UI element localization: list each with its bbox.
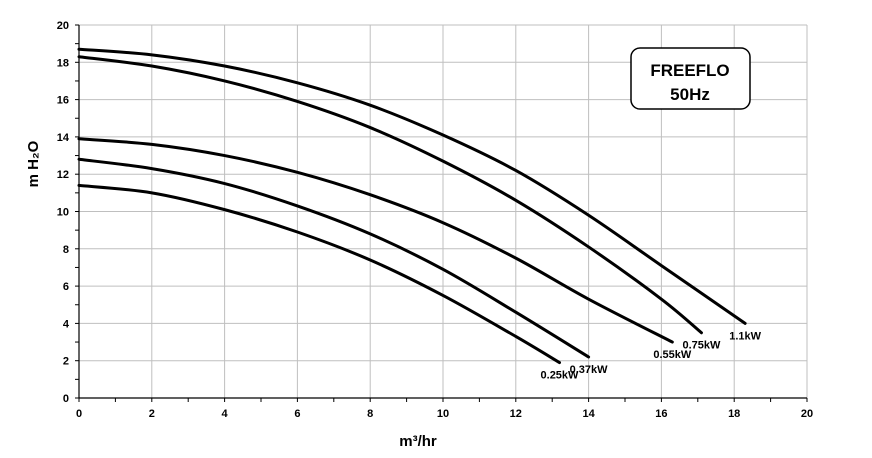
series-line-0.37kW	[77, 157, 591, 359]
series-label-0.25kW: 0.25kW	[541, 370, 580, 382]
y-tick-label: 0	[63, 393, 69, 405]
series-line-1.1kW	[77, 47, 747, 325]
x-tick-label: 4	[222, 408, 229, 420]
y-tick-label: 14	[57, 132, 70, 144]
x-tick-label: 14	[582, 408, 595, 420]
y-axis-title: m H₂O	[25, 140, 42, 187]
series-label-0.75kW: 0.75kW	[682, 340, 721, 352]
title-box: FREEFLO 50Hz	[630, 47, 751, 110]
y-tick-label: 12	[57, 169, 69, 181]
y-tick-label: 20	[57, 20, 69, 32]
x-axis-title: m³/hr	[399, 433, 437, 450]
x-tick-label: 16	[655, 408, 667, 420]
y-tick-label: 2	[63, 356, 69, 368]
series-line-0.25kW	[77, 183, 561, 365]
x-tick-label: 0	[76, 408, 82, 420]
y-tick-label: 16	[57, 95, 69, 107]
x-tick-label: 6	[294, 408, 300, 420]
y-tick-label: 18	[57, 57, 69, 69]
x-tick-label: 8	[367, 408, 373, 420]
x-tick-label: 18	[728, 408, 740, 420]
x-tick-label: 20	[801, 408, 813, 420]
x-tick-label: 12	[510, 408, 522, 420]
y-tick-label: 10	[57, 207, 69, 219]
chart-title: FREEFLO	[650, 61, 729, 80]
series-label-0.37kW: 0.37kW	[570, 364, 609, 376]
series-line-0.55kW	[77, 137, 674, 344]
tick-labels: 0 2 4 6 8 10 12 14 16 18 20 0 2 4 6 8 10 12 14 16 18 20	[57, 20, 813, 420]
y-tick-label: 6	[63, 281, 69, 293]
series-label-1.1kW: 1.1kW	[729, 330, 761, 342]
chart-subtitle: 50Hz	[670, 85, 710, 104]
y-tick-label: 8	[63, 244, 69, 256]
series-line-0.75kW	[77, 55, 703, 335]
x-tick-label: 10	[437, 408, 449, 420]
title-box-frame	[630, 47, 751, 110]
series	[77, 47, 747, 365]
axes	[75, 24, 808, 402]
series-label-0.55kW: 0.55kW	[653, 349, 692, 361]
x-tick-label: 2	[149, 408, 155, 420]
y-tick-label: 4	[63, 318, 70, 330]
